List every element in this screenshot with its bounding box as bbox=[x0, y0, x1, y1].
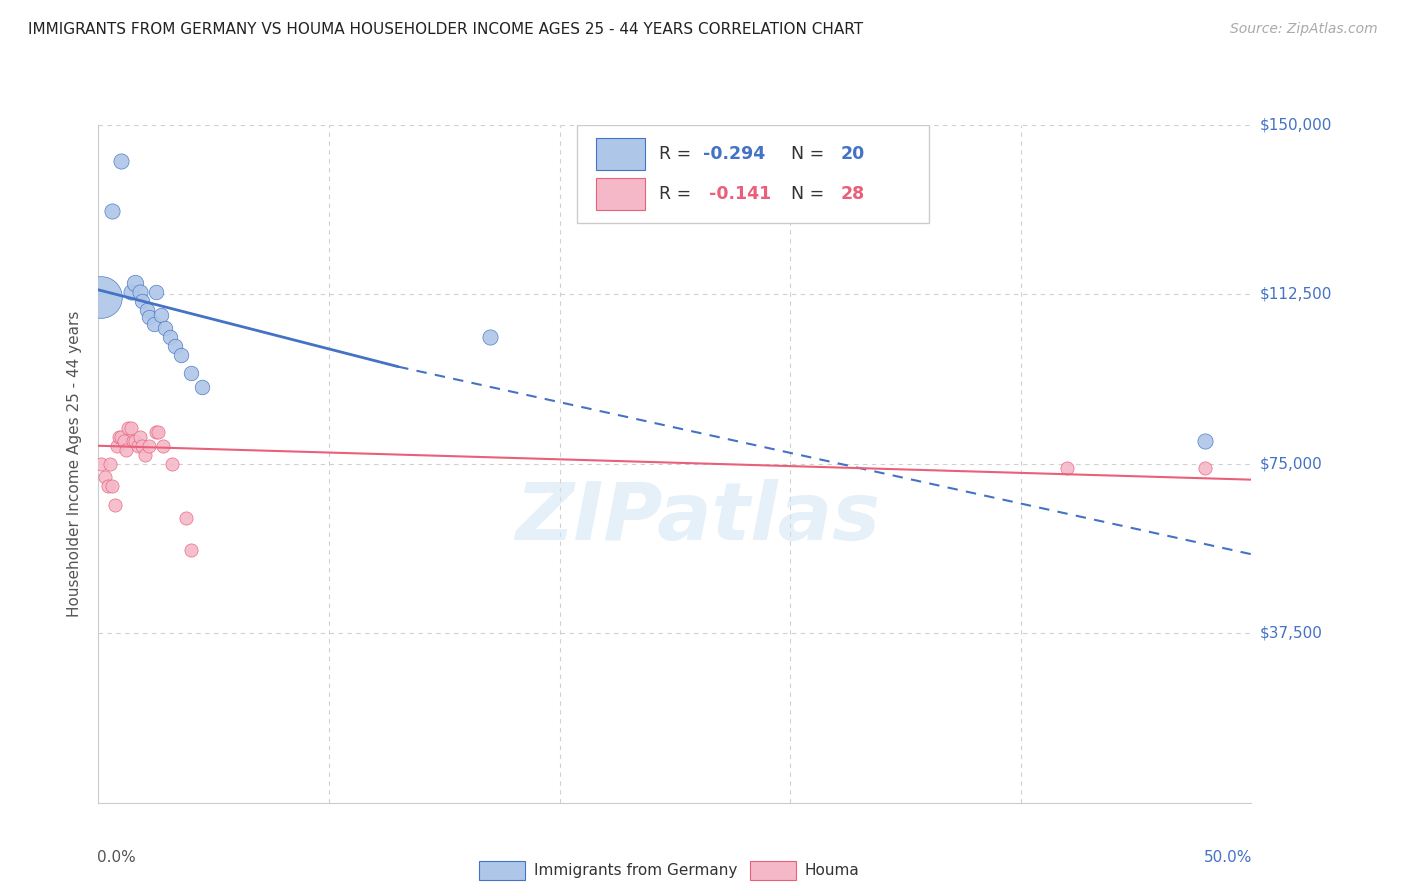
Point bbox=[94, 470, 117, 484]
Point bbox=[142, 317, 165, 331]
Point bbox=[101, 203, 124, 218]
Point bbox=[112, 434, 135, 449]
Point bbox=[148, 425, 170, 440]
Text: IMMIGRANTS FROM GERMANY VS HOUMA HOUSEHOLDER INCOME AGES 25 - 44 YEARS CORRELATI: IMMIGRANTS FROM GERMANY VS HOUMA HOUSEHO… bbox=[28, 22, 863, 37]
Point bbox=[101, 479, 124, 493]
Point bbox=[145, 285, 167, 299]
Text: $150,000: $150,000 bbox=[1260, 118, 1331, 132]
Point bbox=[129, 430, 152, 444]
Point bbox=[1056, 461, 1078, 475]
Point bbox=[149, 308, 172, 322]
FancyBboxPatch shape bbox=[576, 125, 928, 223]
Point bbox=[115, 443, 138, 458]
Point bbox=[127, 439, 149, 453]
FancyBboxPatch shape bbox=[749, 861, 796, 880]
Point bbox=[120, 285, 142, 299]
Point bbox=[180, 542, 202, 557]
FancyBboxPatch shape bbox=[596, 137, 645, 170]
Point bbox=[110, 430, 132, 444]
Text: $75,000: $75,000 bbox=[1260, 457, 1323, 471]
Text: N =: N = bbox=[780, 145, 830, 163]
Point bbox=[131, 439, 153, 453]
Text: Source: ZipAtlas.com: Source: ZipAtlas.com bbox=[1230, 22, 1378, 37]
Point bbox=[152, 439, 174, 453]
Point bbox=[191, 380, 214, 394]
FancyBboxPatch shape bbox=[596, 178, 645, 211]
Text: 50.0%: 50.0% bbox=[1204, 850, 1253, 865]
Point bbox=[479, 330, 502, 344]
Point bbox=[135, 303, 157, 318]
Point bbox=[159, 330, 181, 344]
Point bbox=[145, 425, 167, 440]
Text: R =: R = bbox=[659, 186, 702, 203]
Point bbox=[108, 430, 131, 444]
Point bbox=[134, 448, 156, 462]
Text: 28: 28 bbox=[841, 186, 865, 203]
Point bbox=[138, 439, 160, 453]
Text: Houma: Houma bbox=[804, 863, 859, 878]
Point bbox=[122, 434, 145, 449]
Text: 20: 20 bbox=[841, 145, 865, 163]
Point bbox=[160, 457, 183, 471]
Text: Immigrants from Germany: Immigrants from Germany bbox=[534, 863, 738, 878]
Text: 0.0%: 0.0% bbox=[97, 850, 136, 865]
Point bbox=[155, 321, 177, 335]
Text: R =: R = bbox=[659, 145, 696, 163]
Text: N =: N = bbox=[780, 186, 830, 203]
Text: $112,500: $112,500 bbox=[1260, 287, 1331, 301]
Text: $37,500: $37,500 bbox=[1260, 626, 1323, 640]
Point bbox=[131, 294, 153, 309]
Text: -0.141: -0.141 bbox=[710, 186, 772, 203]
Point bbox=[97, 479, 120, 493]
Point bbox=[98, 457, 121, 471]
Point bbox=[110, 154, 132, 169]
Y-axis label: Householder Income Ages 25 - 44 years: Householder Income Ages 25 - 44 years bbox=[67, 310, 83, 617]
Point bbox=[124, 434, 146, 449]
FancyBboxPatch shape bbox=[479, 861, 524, 880]
Text: ZIPatlas: ZIPatlas bbox=[516, 479, 880, 558]
Point bbox=[120, 420, 142, 434]
Point bbox=[90, 457, 112, 471]
Point bbox=[170, 348, 193, 362]
Point bbox=[90, 290, 112, 304]
Point bbox=[105, 439, 128, 453]
Point bbox=[103, 498, 125, 512]
Point bbox=[180, 367, 202, 381]
Text: -0.294: -0.294 bbox=[703, 145, 765, 163]
Point bbox=[163, 339, 186, 353]
Point bbox=[174, 511, 197, 525]
Point bbox=[1194, 434, 1216, 449]
Point bbox=[124, 276, 146, 290]
Point bbox=[138, 310, 160, 324]
Point bbox=[1194, 461, 1216, 475]
Point bbox=[117, 420, 139, 434]
Point bbox=[129, 285, 152, 299]
